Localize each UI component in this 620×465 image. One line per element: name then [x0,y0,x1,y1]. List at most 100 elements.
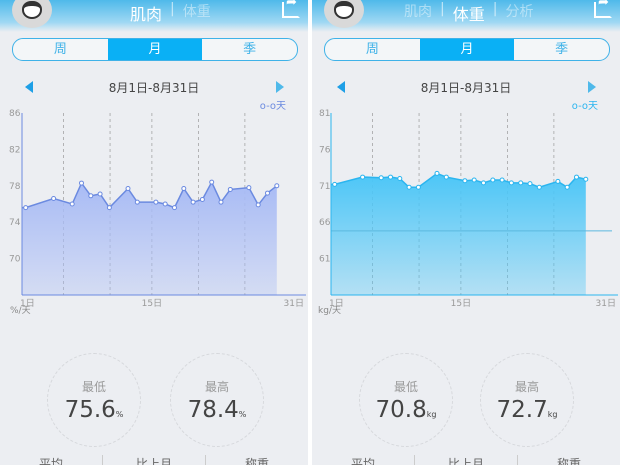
y-unit-label: kg/天 [318,306,341,316]
data-point[interactable] [106,205,112,211]
period-tab[interactable]: 季 [243,42,257,57]
data-point[interactable] [134,199,140,205]
data-point[interactable] [23,205,29,211]
data-point[interactable] [574,174,579,180]
legend-label: 天 [588,101,598,112]
max-stat: 最高 78.4% [170,353,264,447]
area-fill [331,173,586,295]
period-tab[interactable]: 月 [107,39,203,60]
data-point[interactable] [172,205,177,211]
x-tick-label: 31日 [596,298,616,309]
avatar[interactable] [12,0,52,28]
summary-item[interactable]: 称重 [556,457,581,465]
data-point[interactable] [462,178,468,184]
data-point[interactable] [79,180,84,186]
y-tick-label: 81 [319,109,330,119]
summary-item[interactable]: 比上月 [103,455,206,465]
legend-label: 天 [276,101,286,112]
data-point[interactable] [274,183,280,189]
data-point[interactable] [218,199,224,205]
data-point[interactable] [360,174,366,180]
data-point[interactable] [443,174,449,180]
summary-row: 平均 比上月 称重 [0,455,308,465]
min-stat: 最低 75.6% [47,353,141,447]
summary-item[interactable]: 称重 [244,457,269,465]
tab-separator: | [440,1,445,17]
y-tick-label: 76 [319,145,331,155]
data-point[interactable] [508,180,514,186]
period-selector: 周月季 [12,38,298,61]
data-point[interactable] [397,176,403,182]
summary-item[interactable]: 比上月 [415,455,518,465]
share-icon[interactable] [594,0,612,18]
data-point[interactable] [69,201,75,207]
data-point[interactable] [388,174,393,180]
share-icon[interactable] [282,0,300,18]
data-point[interactable] [227,186,233,192]
header-tab[interactable]: 肌肉 [404,4,432,20]
data-point[interactable] [162,201,168,207]
legend-line-icon: o-o [571,101,588,112]
data-point[interactable] [564,184,570,190]
data-point[interactable] [209,179,215,185]
data-point[interactable] [265,190,270,196]
data-point[interactable] [190,199,196,205]
trend-chart: 86 82 78 74 70 1日 15日 31日 %/天 [9,109,306,316]
period-tab[interactable]: 季 [555,42,569,57]
header-tab[interactable]: 体重 [452,5,485,24]
data-point[interactable] [97,191,103,197]
data-point[interactable] [527,181,533,187]
date-range: 8月1日-8月31日 [108,81,200,95]
data-point[interactable] [181,186,187,192]
data-point[interactable] [88,193,94,199]
data-point[interactable] [255,202,261,208]
data-point[interactable] [199,196,205,202]
avatar[interactable] [324,0,364,28]
data-point[interactable] [471,177,477,183]
max-label: 最高 [514,380,539,394]
y-tick-label: 78 [9,182,21,192]
next-arrow-icon[interactable] [588,81,596,93]
data-point[interactable] [332,181,338,187]
data-point[interactable] [406,184,412,190]
summary-row: 平均 比上月 称重 [312,455,620,465]
summary-item[interactable]: 平均 [0,455,103,465]
period-tab[interactable]: 周 [53,42,67,57]
data-point[interactable] [490,177,496,183]
prev-arrow-icon[interactable] [25,81,33,93]
data-point[interactable] [583,176,589,182]
y-tick-label: 74 [9,218,21,228]
data-point[interactable] [378,175,384,181]
header-tab[interactable]: 肌肉 [130,5,163,24]
min-stat: 最低 70.8kg [359,353,453,447]
weight-panel: 肌肉 | 体重 | 分析 周 月 季 8月1日-8月31日 o-o天 81 76 71 66 61 1… [312,0,620,465]
x-tick-label: 31日 [284,298,304,309]
data-point[interactable] [481,180,486,186]
data-point[interactable] [246,185,252,191]
prev-arrow-icon[interactable] [337,81,345,93]
y-tick-label: 82 [9,145,20,155]
data-point[interactable] [499,177,505,183]
data-point[interactable] [125,186,131,192]
period-tab[interactable]: 月 [419,39,515,60]
data-point[interactable] [518,180,524,186]
data-point[interactable] [153,199,159,205]
min-value: 70.8 [375,397,427,423]
min-unit: kg [426,410,437,419]
data-point[interactable] [536,184,542,190]
header-tab[interactable]: 体重 [182,4,211,20]
max-value: 78.4 [187,397,239,423]
next-arrow-icon[interactable] [276,81,284,93]
period-tab[interactable]: 周 [365,42,379,57]
y-tick-label: 66 [319,218,331,228]
muscle-panel: 肌肉 | 体重 周 月 季 8月1日-8月31日 o-o天 86 82 78 74 70 1日 15… [0,0,308,465]
tab-separator: | [170,1,175,17]
min-label: 最低 [81,380,106,394]
data-point[interactable] [415,184,421,190]
summary-item[interactable]: 平均 [312,455,415,465]
header-tab[interactable]: 分析 [505,4,534,20]
data-point[interactable] [555,178,561,184]
data-point[interactable] [51,196,57,202]
y-unit-label: %/天 [10,306,31,316]
data-point[interactable] [434,170,440,176]
